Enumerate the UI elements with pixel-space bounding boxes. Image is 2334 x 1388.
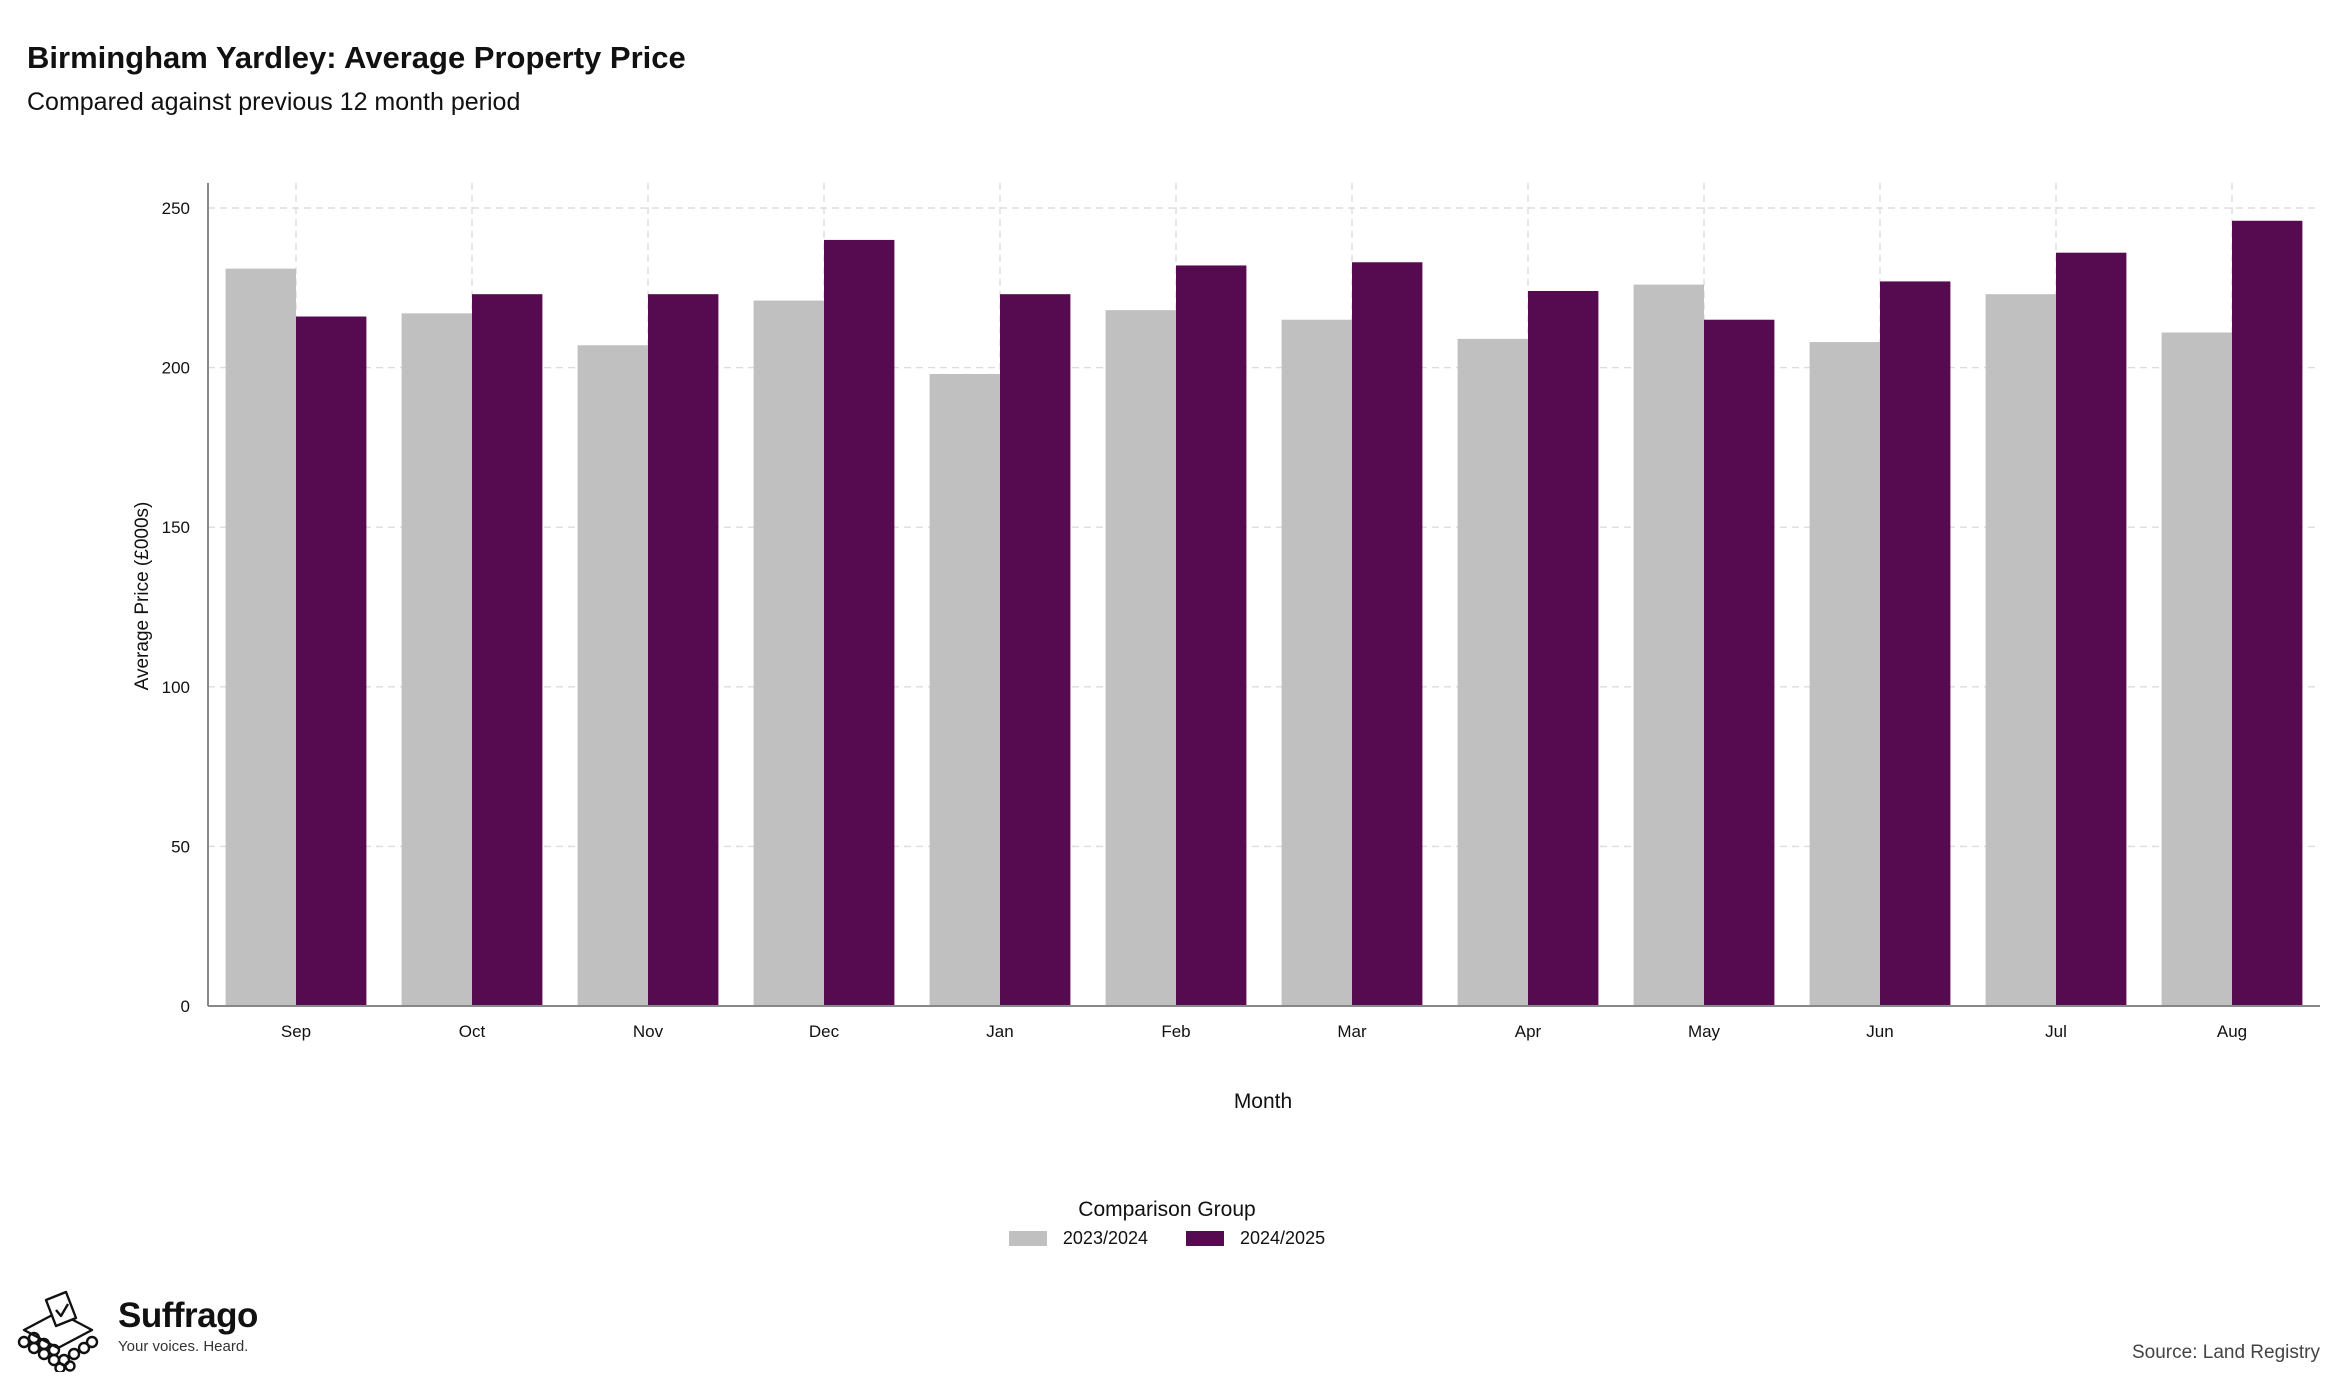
x-tick-label: Sep [281,1022,311,1041]
x-tick-label: Aug [2217,1022,2247,1041]
x-tick-label: Nov [633,1022,664,1041]
ballot-box-icon [17,1290,99,1372]
y-tick-label: 0 [181,997,190,1016]
bar-curr [296,316,367,1006]
bar-prev [1985,294,2056,1007]
legend-title: Comparison Group [1078,1198,1256,1221]
y-tick-label: 200 [162,359,190,378]
legend-label-curr: 2024/2025 [1240,1228,1326,1248]
bar-prev [753,300,824,1006]
x-tick-label: Feb [1161,1022,1190,1041]
brand-tagline: Your voices. Heard. [118,1338,249,1355]
legend-label-prev: 2023/2024 [1062,1228,1148,1248]
bar-chart: 0 50 100 150 200 250 Sep Oct Nov Dec Jan Feb Mar Apr M… [132,183,2320,1113]
bar-prev [1281,319,1352,1007]
bar-curr [648,294,719,1007]
axes: 0 50 100 150 200 250 Sep Oct Nov Dec Jan Feb Mar Apr M… [162,183,2320,1041]
bar-curr [1528,290,1599,1006]
bar-prev [1105,310,1176,1006]
brand-name: Suffrago [118,1296,258,1335]
bar-curr [1704,319,1775,1007]
legend-swatch-prev [1008,1231,1047,1246]
bar-curr [472,294,543,1007]
bar-prev [1457,338,1528,1006]
bar-prev [225,268,296,1006]
bar-prev [1633,284,1704,1006]
bar-prev [401,313,472,1006]
bar-curr [1880,281,1951,1006]
x-tick-label: Jun [1866,1022,1893,1041]
x-tick-label: Oct [459,1022,486,1041]
bar-curr [1000,294,1071,1007]
bar-prev [1809,342,1880,1007]
x-axis-label: Month [1234,1090,1292,1113]
y-tick-label: 50 [171,837,190,856]
bar-curr [2056,252,2127,1007]
legend-item-prev: 2023/2024 [1008,1228,1148,1249]
bar-prev [2161,332,2232,1006]
y-tick-label: 100 [162,678,190,697]
bar-curr [1176,265,1247,1006]
brand-logo: Suffrago Your voices. Heard. [14,1290,258,1372]
bars [225,220,2303,1007]
x-tick-label: Jan [986,1022,1013,1041]
x-tick-label: Jul [2045,1022,2067,1041]
x-tick-label: Dec [809,1022,840,1041]
bar-curr [824,239,895,1007]
x-tick-label: May [1688,1022,1721,1041]
x-tick-label: Apr [1515,1022,1542,1041]
y-tick-label: 150 [162,518,190,537]
legend-item-curr: 2024/2025 [1186,1228,1325,1249]
chart-subtitle: Compared against previous 12 month perio… [27,88,521,116]
y-axis-label: Average Price (£000s) [132,502,153,691]
source-note: Source: Land Registry [2132,1342,2320,1363]
bar-curr [1352,262,1423,1006]
bar-prev [577,345,648,1007]
legend-swatch-curr [1186,1231,1224,1246]
chart-title: Birmingham Yardley: Average Property Pri… [27,40,686,75]
legend: Comparison Group 2023/2024 2024/2025 [0,1198,2334,1249]
x-tick-label: Mar [1337,1022,1367,1041]
y-tick-label: 250 [162,199,190,218]
bar-curr [2232,220,2303,1006]
bar-prev [929,373,1000,1006]
